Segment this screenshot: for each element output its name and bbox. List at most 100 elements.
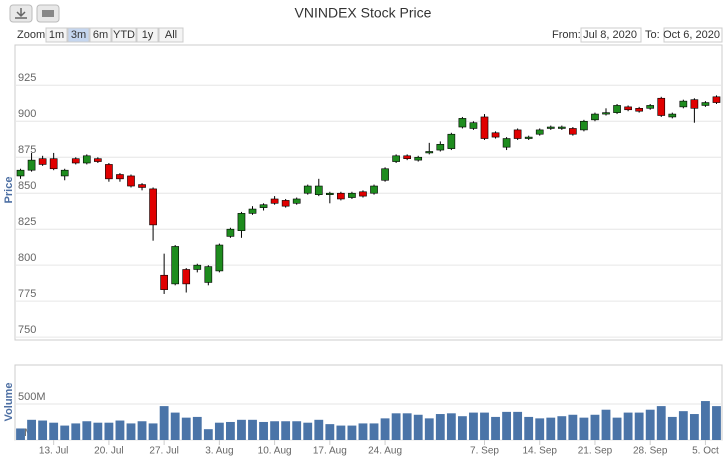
candle-body: [314, 185, 323, 195]
volume-bar: [60, 425, 70, 440]
candle-body: [557, 126, 566, 129]
candle-body: [348, 192, 356, 198]
x-tick-label: 3. Aug: [205, 446, 233, 457]
volume-bar: [27, 419, 36, 440]
x-tick-label: 10. Aug: [258, 446, 292, 457]
x-tick-label: 7. Sep: [470, 446, 499, 457]
candle-body: [160, 274, 168, 290]
candle-body: [359, 191, 367, 197]
volume-bar: [678, 411, 688, 440]
candle-body: [513, 129, 522, 139]
candle-body: [469, 122, 478, 129]
range-button-label: 6m: [93, 29, 108, 41]
volume-bar: [159, 406, 169, 440]
range-button[interactable]: [158, 27, 184, 43]
candle-body: [580, 120, 588, 131]
range-button[interactable]: [89, 27, 112, 43]
candle-body: [646, 105, 655, 109]
volume-bar: [590, 414, 600, 440]
y-tick-label: 800: [18, 252, 36, 264]
volume-bar: [612, 417, 622, 440]
volume-bar: [248, 419, 257, 440]
from-input[interactable]: [580, 27, 642, 43]
export-buttons: [9, 4, 60, 23]
candle-body: [270, 198, 279, 204]
volume-bar: [237, 419, 246, 440]
volume-bar: [502, 411, 512, 440]
volume-bar: [325, 424, 335, 440]
candle-body: [535, 129, 544, 135]
x-tick-label: 21. Sep: [578, 446, 613, 457]
volume-bar: [524, 416, 534, 440]
volume-bar: [181, 417, 191, 440]
zoom-label: Zoom: [17, 29, 45, 41]
x-tick-label: 24. Aug: [368, 446, 402, 457]
candle-body: [193, 264, 202, 270]
volume-bar: [446, 413, 456, 440]
volume-bar: [491, 416, 500, 440]
y-tick-label: 875: [18, 144, 36, 156]
volume-bar: [579, 417, 589, 440]
candle-body: [602, 112, 610, 115]
plot-frame: [14, 44, 723, 341]
volume-bar: [391, 413, 401, 440]
candle-body: [635, 108, 643, 112]
volume-bar: [689, 414, 699, 440]
volume-bar: [634, 412, 644, 440]
candle-body: [105, 164, 113, 180]
candle-body: [701, 102, 710, 106]
volume-bar: [16, 428, 25, 440]
range-button[interactable]: [136, 27, 159, 43]
candle-body: [94, 158, 102, 162]
download-icon: [15, 8, 27, 19]
y-tick-label: 500M: [18, 391, 46, 403]
volume-bar: [601, 409, 611, 440]
candle-body: [569, 128, 577, 135]
candle-body: [657, 97, 666, 116]
volume-bar: [38, 420, 48, 440]
candle-body: [425, 151, 434, 154]
volume-bar: [358, 423, 368, 440]
volume-bar: [104, 422, 114, 440]
volume-bar: [480, 412, 489, 440]
candle-body: [171, 246, 180, 285]
candle-body: [182, 269, 191, 285]
range-buttons: 1m 3m 6m YTD 1y All: [45, 27, 184, 43]
volume-bar: [137, 421, 147, 440]
candle-body: [138, 184, 146, 188]
y-tick-label: 850: [18, 180, 36, 192]
range-button-label: YTD: [113, 29, 135, 41]
volume-bar: [270, 421, 280, 440]
candle-body: [447, 133, 456, 149]
price-axis-title: Price: [3, 177, 15, 204]
candle-body: [149, 188, 157, 226]
range-button[interactable]: [111, 27, 137, 43]
range-button[interactable]: [67, 27, 90, 43]
range-button-label: 3m: [71, 29, 86, 41]
candle-body: [215, 244, 224, 272]
y-tick-label: 900: [18, 108, 36, 120]
from-label: From:: [552, 29, 581, 41]
volume-bar: [557, 416, 567, 440]
volume-bar: [369, 423, 379, 440]
volume-bar: [701, 401, 710, 440]
volume-bar: [314, 419, 324, 440]
volume-bar: [71, 423, 81, 440]
volume-bar: [535, 418, 545, 440]
volume-bar: [203, 429, 213, 440]
x-tick-label: 20. Jul: [94, 446, 123, 457]
range-button[interactable]: [45, 27, 68, 43]
x-tick-label: 13. Jul: [39, 446, 68, 457]
to-input[interactable]: [663, 27, 723, 43]
volume-bar: [281, 421, 291, 440]
candle-body: [524, 136, 533, 139]
candle-body: [502, 138, 511, 148]
candle-body: [458, 118, 467, 128]
candle-body: [591, 113, 599, 121]
volume-bar: [513, 411, 523, 440]
volume-bar: [170, 412, 180, 440]
candle-body: [16, 169, 25, 177]
candle-body: [82, 155, 91, 164]
candle-body: [613, 105, 621, 113]
